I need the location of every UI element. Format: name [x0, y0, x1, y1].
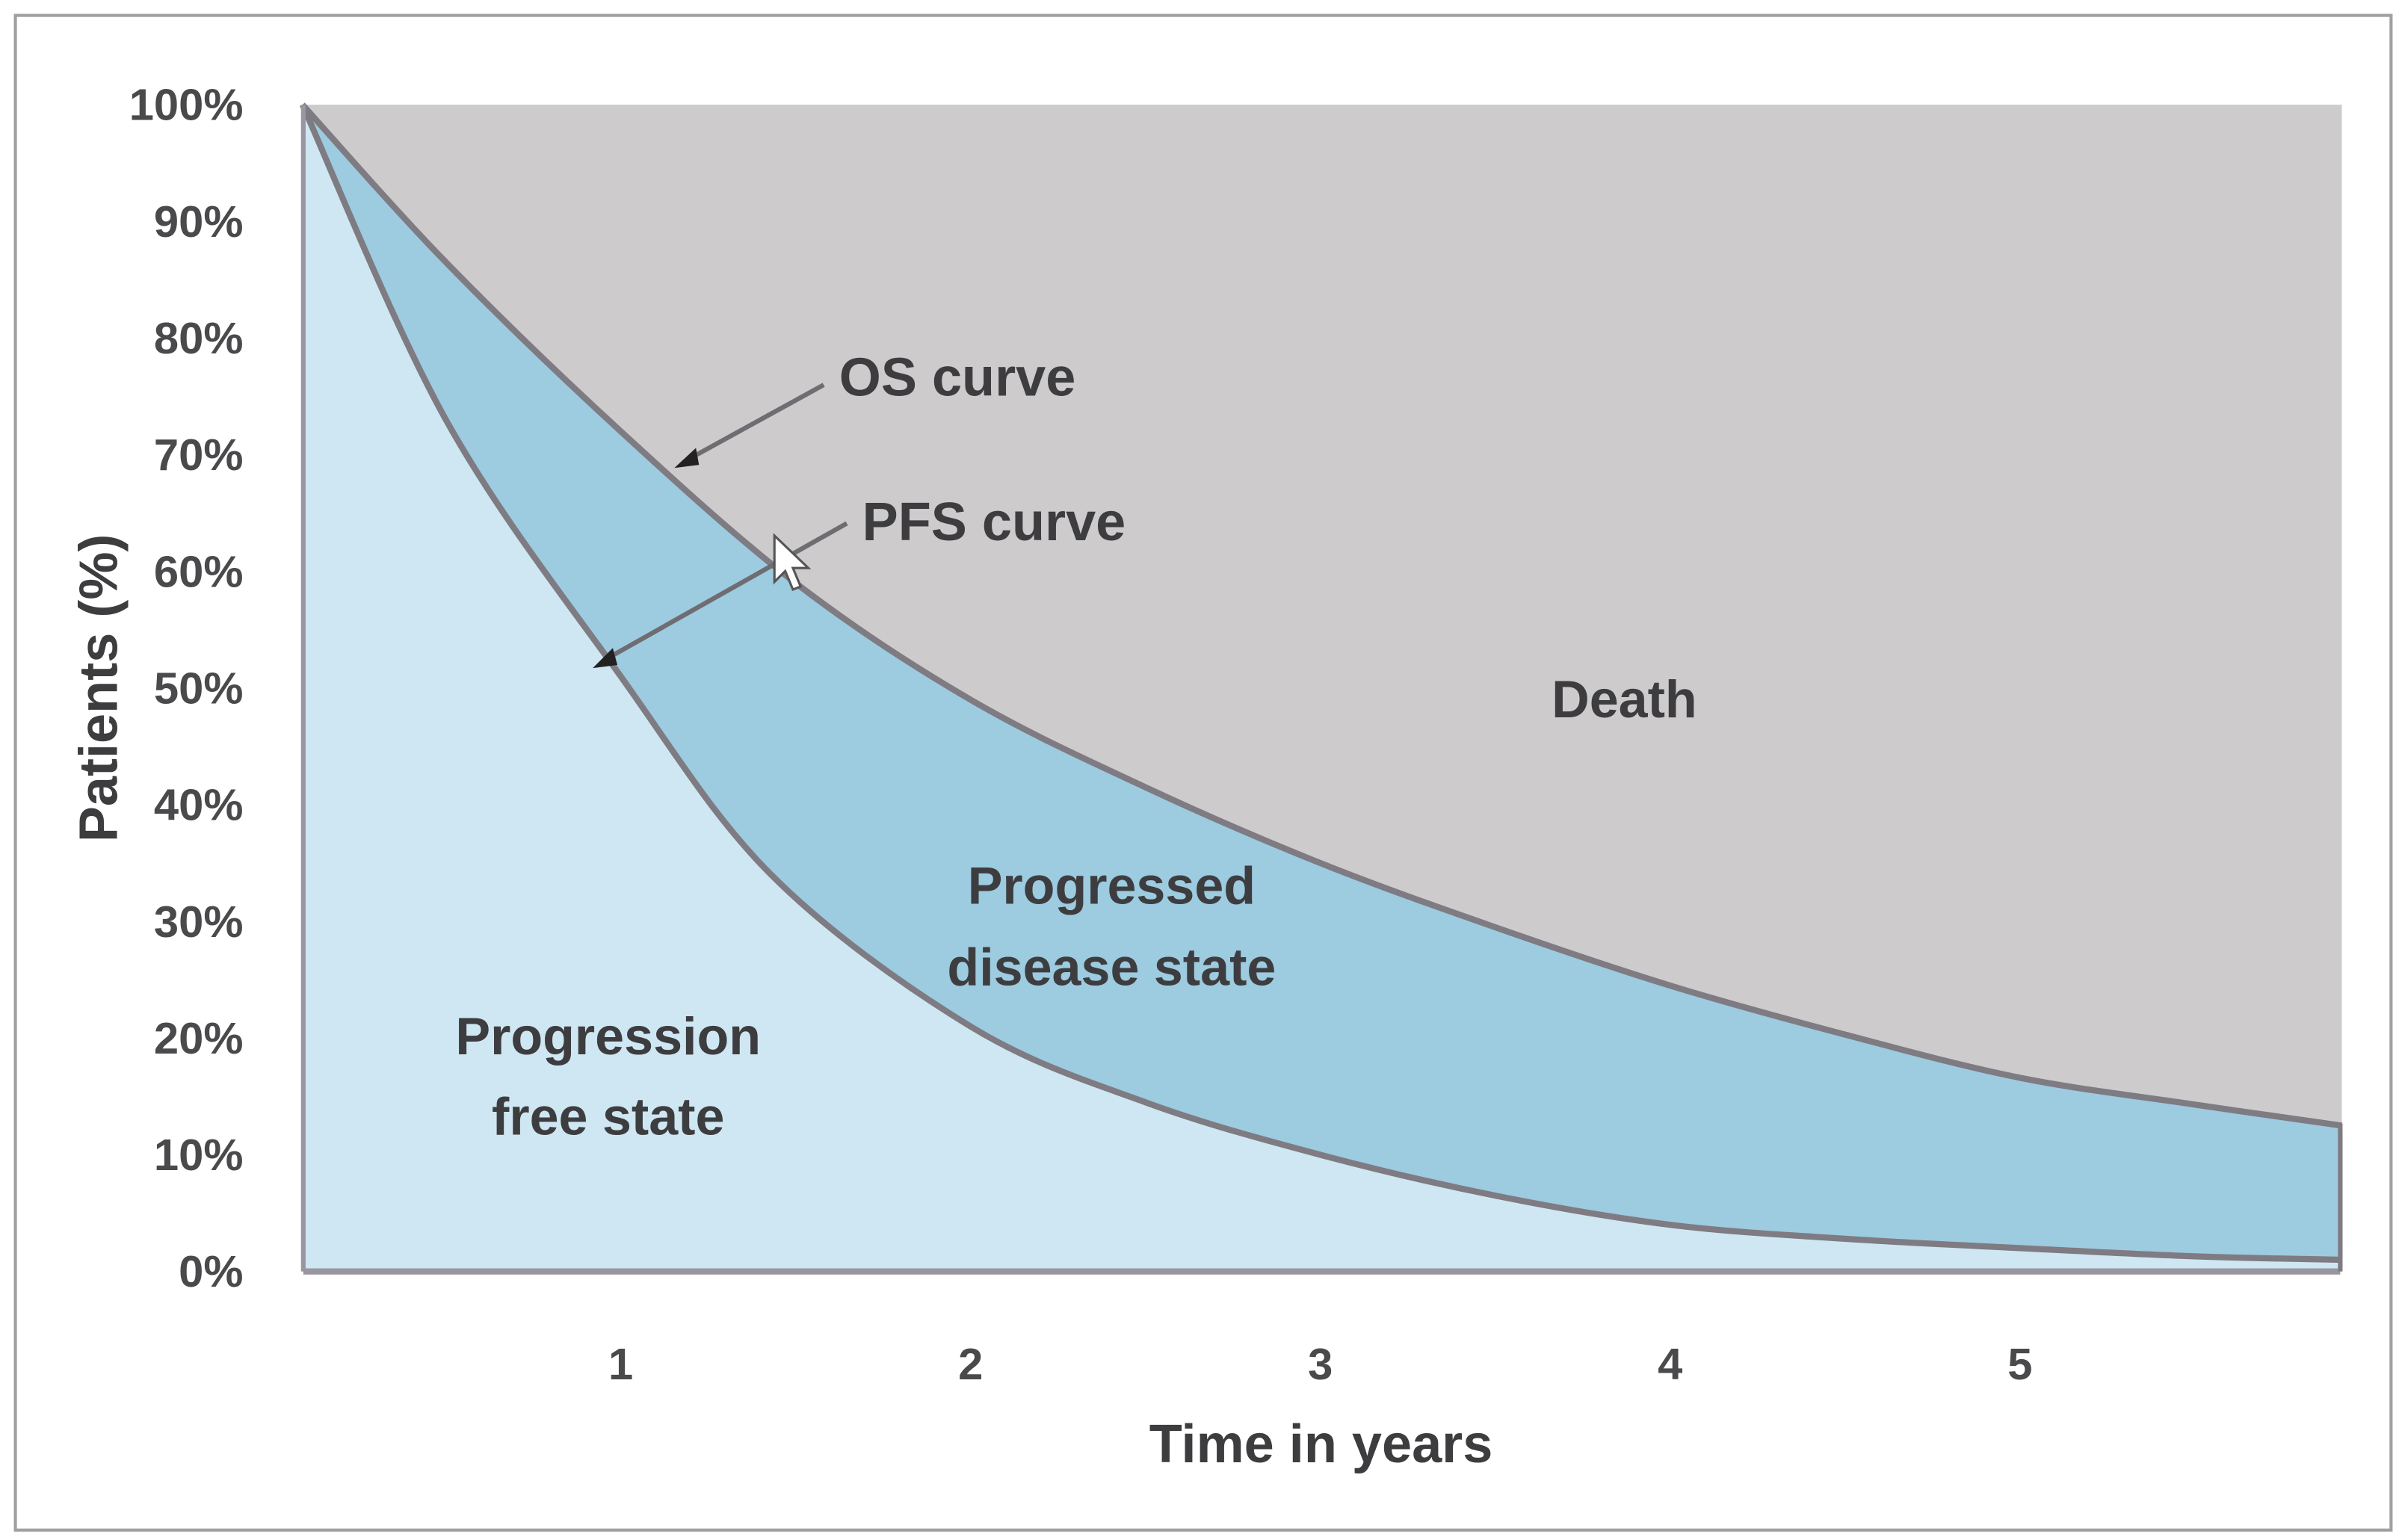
y-tick-label: 70% [154, 430, 244, 480]
os-curve [300, 102, 2343, 1129]
y-tick-label: 40% [154, 780, 244, 830]
progression-free-label-line1: Progression [455, 1007, 761, 1066]
x-tick-label: 4 [1658, 1339, 1682, 1389]
x-tick-label: 3 [1308, 1339, 1333, 1389]
death-region [302, 105, 2342, 1126]
progression-free-region [302, 105, 2342, 1272]
y-tick-label: 20% [154, 1013, 244, 1063]
y-tick-label: 80% [154, 313, 244, 363]
pfs-annotation-arrow [605, 521, 848, 661]
pfs-arrowhead-icon [593, 648, 618, 669]
progression-free-label-line2: free state [492, 1087, 724, 1145]
os-annotation-arrow [685, 383, 825, 463]
y-tick-label: 60% [154, 546, 244, 596]
mouse-cursor-icon [773, 533, 812, 592]
y-tick-label: 90% [154, 197, 244, 247]
y-tick-label: 50% [154, 663, 244, 713]
y-tick-label: 100% [129, 80, 244, 130]
os-annotation-label: OS curve [839, 347, 1076, 407]
y-axis-label: Patients (%) [70, 534, 129, 843]
pfs-annotation-label: PFS curve [862, 492, 1126, 552]
progressed-label-line2: disease state [947, 938, 1276, 996]
y-tick-labels: 0% 10% 20% 30% 40% 50% 60% 70% 80% 90% 100% [129, 80, 244, 1297]
y-tick-label: 30% [154, 897, 244, 947]
progressed-disease-region [302, 105, 2342, 1261]
x-axis-label: Time in years [1149, 1414, 1493, 1474]
death-label: Death [1552, 670, 1697, 729]
y-tick-label: 10% [154, 1130, 244, 1180]
y-tick-label: 0% [179, 1246, 243, 1296]
x-tick-label: 2 [958, 1339, 983, 1389]
pfs-curve [299, 103, 2342, 1264]
progressed-label-line1: Progressed [968, 856, 1256, 915]
x-tick-label: 5 [2007, 1339, 2032, 1389]
os-arrowhead-icon [674, 448, 700, 468]
x-tick-labels: 1 2 3 4 5 [608, 1339, 2032, 1389]
x-tick-label: 1 [608, 1339, 633, 1389]
